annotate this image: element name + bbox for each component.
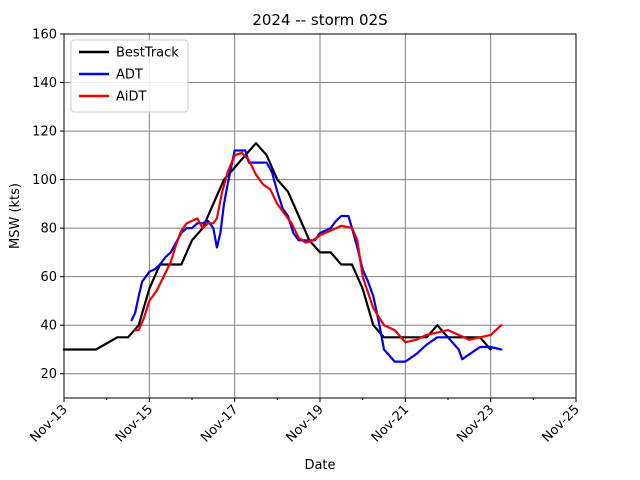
y-tick-label: 160 — [32, 28, 57, 43]
x-tick-label: Nov-23 — [454, 402, 497, 445]
y-tick-label: 140 — [32, 76, 57, 91]
chart-title: 2024 -- storm 02S — [252, 11, 387, 29]
x-tick-label: Nov-13 — [28, 402, 71, 445]
series-line-besttrack — [62, 142, 492, 351]
x-tick-label: Nov-15 — [113, 402, 156, 445]
series-line-aidt — [134, 151, 503, 344]
y-tick-label: 100 — [32, 173, 57, 188]
x-axis-title: Date — [304, 458, 335, 473]
y-axis-title: MSW (kts) — [8, 183, 23, 249]
legend-label-besttrack: BestTrack — [116, 46, 179, 61]
y-tick-label: 60 — [40, 270, 57, 285]
legend: BestTrack ADT AiDT — [70, 39, 189, 113]
x-tick-label: Nov-19 — [284, 402, 327, 445]
x-tick-label: Nov-17 — [198, 402, 241, 445]
y-tick-label: 40 — [40, 319, 57, 334]
y-tick-label: 20 — [40, 367, 57, 382]
x-tick-label: Nov-25 — [540, 402, 583, 445]
y-tick-label: 120 — [32, 125, 57, 140]
legend-box — [70, 39, 189, 113]
series-layer — [62, 142, 503, 363]
x-tick-label: Nov-21 — [369, 402, 412, 445]
legend-label-aidt: AiDT — [116, 90, 147, 105]
legend-label-adt: ADT — [116, 68, 143, 83]
y-tick-label: 80 — [40, 222, 57, 237]
